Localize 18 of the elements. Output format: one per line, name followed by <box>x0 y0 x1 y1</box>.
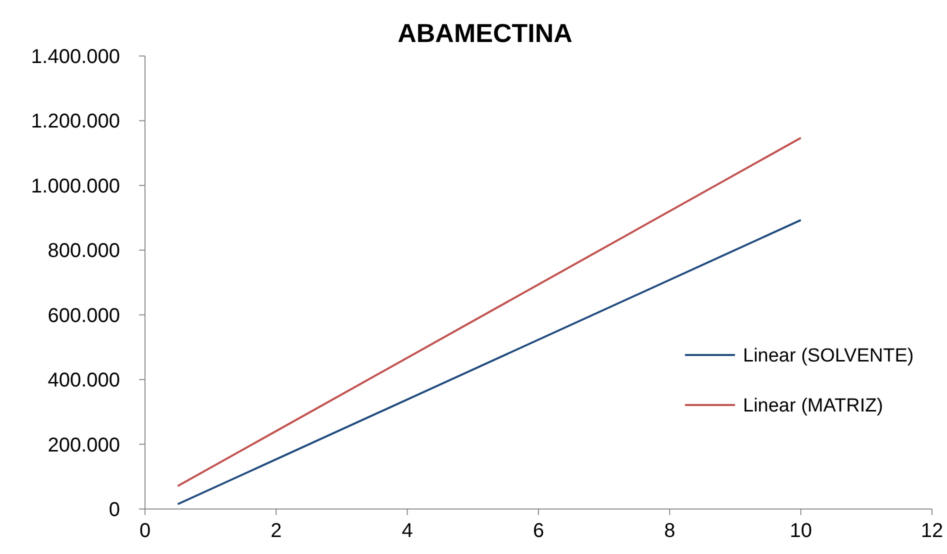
x-tick-label: 8 <box>664 520 676 542</box>
y-tick-label: 800.000 <box>48 240 120 262</box>
legend-label: Linear (SOLVENTE) <box>743 346 914 367</box>
x-tick-label: 10 <box>790 520 812 542</box>
y-tick-label: 1.200.000 <box>31 110 120 133</box>
y-tick-label: 0 <box>108 499 120 521</box>
x-tick-label: 6 <box>532 520 544 542</box>
legend-label: Linear (MATRIZ) <box>743 396 884 417</box>
x-tick-label: 12 <box>920 520 944 542</box>
y-tick-label: 400.000 <box>48 370 120 392</box>
y-tick-label: 600.000 <box>48 304 120 327</box>
y-tick-label: 1.000.000 <box>31 175 120 198</box>
x-tick-label: 0 <box>139 520 151 542</box>
y-tick-label: 1.400.000 <box>31 46 120 68</box>
x-tick-label: 4 <box>402 520 413 542</box>
y-tick-label: 200.000 <box>48 434 120 456</box>
x-tick-label: 2 <box>270 520 282 542</box>
chart-title: ABAMECTINA <box>398 18 573 48</box>
